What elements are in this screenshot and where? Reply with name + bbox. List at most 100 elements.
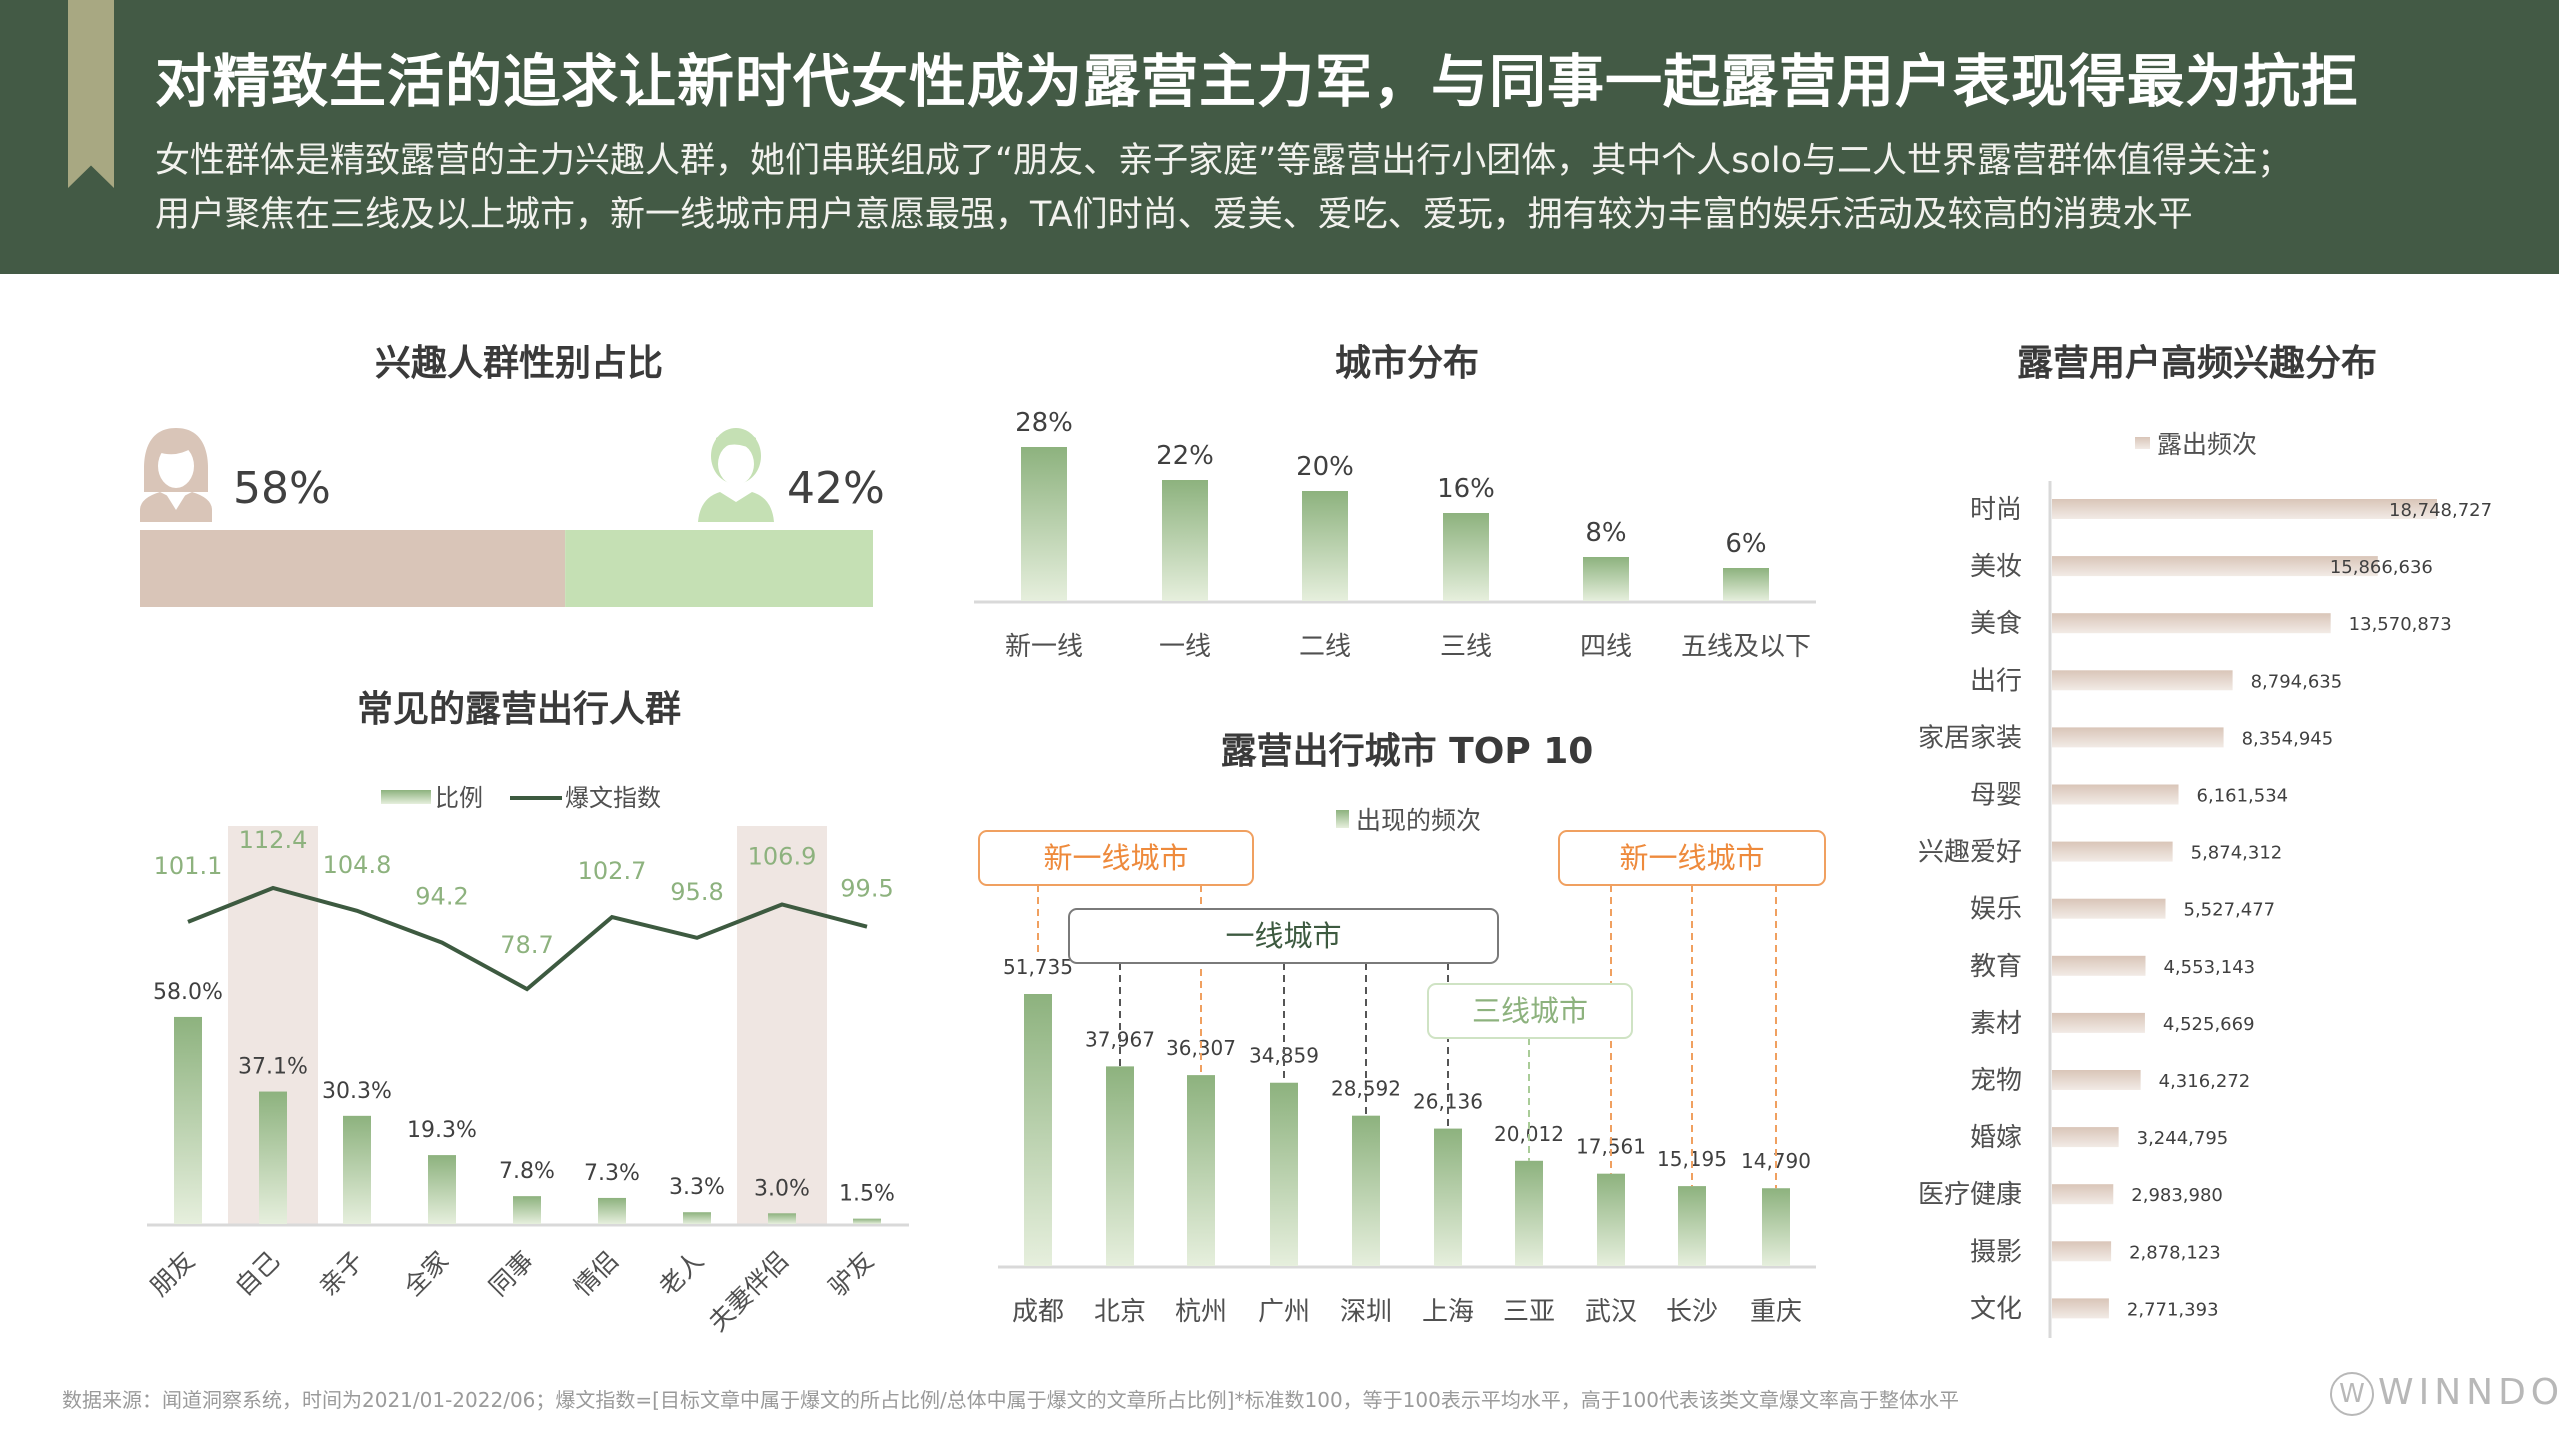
bar-医疗健康 — [2052, 1184, 2114, 1205]
data-label: 6% — [1725, 529, 1766, 559]
bar-婚嫁 — [2052, 1127, 2119, 1148]
legend-label: 出现的频次 — [1356, 806, 1481, 835]
x-tick-label: 自己 — [229, 1246, 285, 1302]
line-data-label: 95.8 — [670, 878, 723, 906]
interest-chart-title: 露营用户高频兴趣分布 — [2016, 343, 2378, 384]
x-tick-label: 五线及以下 — [1681, 632, 1811, 662]
bar-同事 — [513, 1196, 541, 1224]
data-label: 2,983,980 — [2131, 1185, 2223, 1206]
y-tick-label: 兴趣爱好 — [1918, 838, 2022, 868]
bar-素材 — [2052, 1012, 2145, 1033]
y-tick-label: 时尚 — [1970, 495, 2022, 525]
data-label: 16% — [1437, 474, 1495, 504]
x-tick-label: 老人 — [653, 1246, 709, 1302]
y-tick-label: 摄影 — [1970, 1237, 2022, 1267]
data-label: 2,771,393 — [2127, 1299, 2219, 1320]
annotation-box — [1068, 908, 1499, 964]
data-label: 28% — [1015, 408, 1073, 438]
bookmark-ribbon — [68, 0, 114, 188]
line-data-label: 78.7 — [500, 931, 553, 959]
bar-家居家装 — [2052, 727, 2224, 748]
bar-情侣 — [598, 1197, 626, 1224]
bar-重庆 — [1762, 1188, 1790, 1266]
x-tick-label: 深圳 — [1340, 1297, 1392, 1327]
bar-杭州 — [1187, 1075, 1215, 1266]
logo-text: WINNDOO — [2378, 1372, 2559, 1413]
female-icon — [140, 428, 212, 522]
bar-摄影 — [2052, 1241, 2112, 1262]
bar-新一线 — [1021, 447, 1067, 601]
bar-宠物 — [2052, 1070, 2141, 1090]
x-tick-label: 四线 — [1580, 632, 1632, 662]
y-tick-label: 素材 — [1970, 1009, 2022, 1039]
bar-娱乐 — [2052, 898, 2166, 919]
bar-data-label: 1.5% — [839, 1182, 895, 1207]
y-tick-label: 医疗健康 — [1918, 1180, 2022, 1210]
x-tick-label: 亲子 — [313, 1246, 369, 1302]
data-label: 8% — [1585, 518, 1626, 548]
bar-自己 — [259, 1091, 287, 1224]
subtitle-line-2: 用户聚焦在三线及以上城市，新一线城市用户意愿最强，TA们时尚、爱美、爱吃、爱玩，… — [155, 195, 2193, 235]
line-data-label: 94.2 — [415, 883, 468, 911]
x-tick-label: 夫妻伴侣 — [703, 1246, 794, 1337]
bar-data-label: 7.8% — [499, 1159, 555, 1184]
data-label: 8,354,945 — [2242, 728, 2334, 749]
bar-data-label: 3.3% — [669, 1175, 725, 1200]
data-label: 13,570,873 — [2349, 614, 2452, 635]
data-label: 5,874,312 — [2191, 843, 2283, 864]
x-tick-label: 广州 — [1258, 1297, 1310, 1327]
annotation-label: 新一线城市 — [1619, 841, 1764, 875]
annotation-box — [978, 830, 1254, 886]
footer-note: 数据来源：闻道洞察系统，时间为2021/01-2022/06；爆文指数=[目标文… — [62, 1388, 1960, 1412]
y-tick-label: 娱乐 — [1970, 895, 2022, 925]
x-tick-label: 驴友 — [823, 1246, 879, 1302]
data-label: 20% — [1296, 452, 1354, 482]
subtitle-line-1: 女性群体是精致露营的主力兴趣人群，她们串联组成了“朋友、亲子家庭”等露营出行小团… — [155, 141, 2293, 181]
line-data-label: 101.1 — [154, 852, 223, 880]
bar-上海 — [1434, 1128, 1462, 1266]
line-data-label: 102.7 — [578, 857, 647, 885]
y-tick-label: 教育 — [1970, 952, 2022, 982]
male-icon — [698, 428, 774, 522]
brand-logo: WWINNDOO — [2330, 1372, 2559, 1416]
bar-深圳 — [1352, 1115, 1380, 1266]
line-data-label: 104.8 — [323, 851, 392, 879]
bar-兴趣爱好 — [2052, 841, 2173, 862]
line-data-label: 99.5 — [840, 875, 893, 903]
legend-bar-label: 比例 — [435, 784, 483, 812]
y-tick-label: 美妆 — [1970, 552, 2022, 582]
data-label: 8,794,635 — [2251, 671, 2343, 692]
x-tick-label: 长沙 — [1666, 1297, 1718, 1327]
page-title: 对精致生活的追求让新时代女性成为露营主力军，与同事一起露营用户表现得最为抗拒 — [155, 49, 2359, 115]
y-tick-label: 婚嫁 — [1970, 1123, 2022, 1153]
data-label: 18,748,727 — [2389, 500, 2492, 521]
x-tick-label: 同事 — [483, 1246, 539, 1302]
bar-母婴 — [2052, 784, 2179, 805]
data-label: 51,735 — [1003, 955, 1073, 979]
city-distribution-title: 城市分布 — [1334, 343, 1480, 384]
bar-data-label: 3.0% — [754, 1176, 810, 1201]
header-banner: 对精致生活的追求让新时代女性成为露营主力军，与同事一起露营用户表现得最为抗拒 女… — [0, 0, 2559, 274]
y-tick-label: 宠物 — [1970, 1066, 2022, 1096]
line-data-label: 112.4 — [239, 826, 308, 854]
y-tick-label: 美食 — [1970, 609, 2022, 639]
x-tick-label: 二线 — [1299, 632, 1351, 662]
x-tick-label: 成都 — [1012, 1297, 1064, 1327]
bar-三线 — [1443, 513, 1489, 601]
data-label: 6,161,534 — [2197, 786, 2289, 807]
data-label: 4,316,272 — [2159, 1071, 2251, 1092]
bar-一线 — [1162, 480, 1208, 601]
bar-成都 — [1024, 994, 1052, 1266]
female-share-bar — [140, 530, 566, 607]
bar-北京 — [1106, 1066, 1134, 1266]
bar-全家 — [428, 1155, 456, 1224]
legend-line-label: 爆文指数 — [565, 784, 661, 812]
bar-夫妻伴侣 — [768, 1213, 796, 1224]
bar-教育 — [2052, 955, 2146, 976]
female-share-label: 58% — [233, 463, 331, 514]
bar-朋友 — [174, 1016, 202, 1224]
bar-武汉 — [1597, 1173, 1625, 1266]
male-share-label: 42% — [787, 463, 885, 514]
x-tick-label: 上海 — [1422, 1297, 1474, 1327]
